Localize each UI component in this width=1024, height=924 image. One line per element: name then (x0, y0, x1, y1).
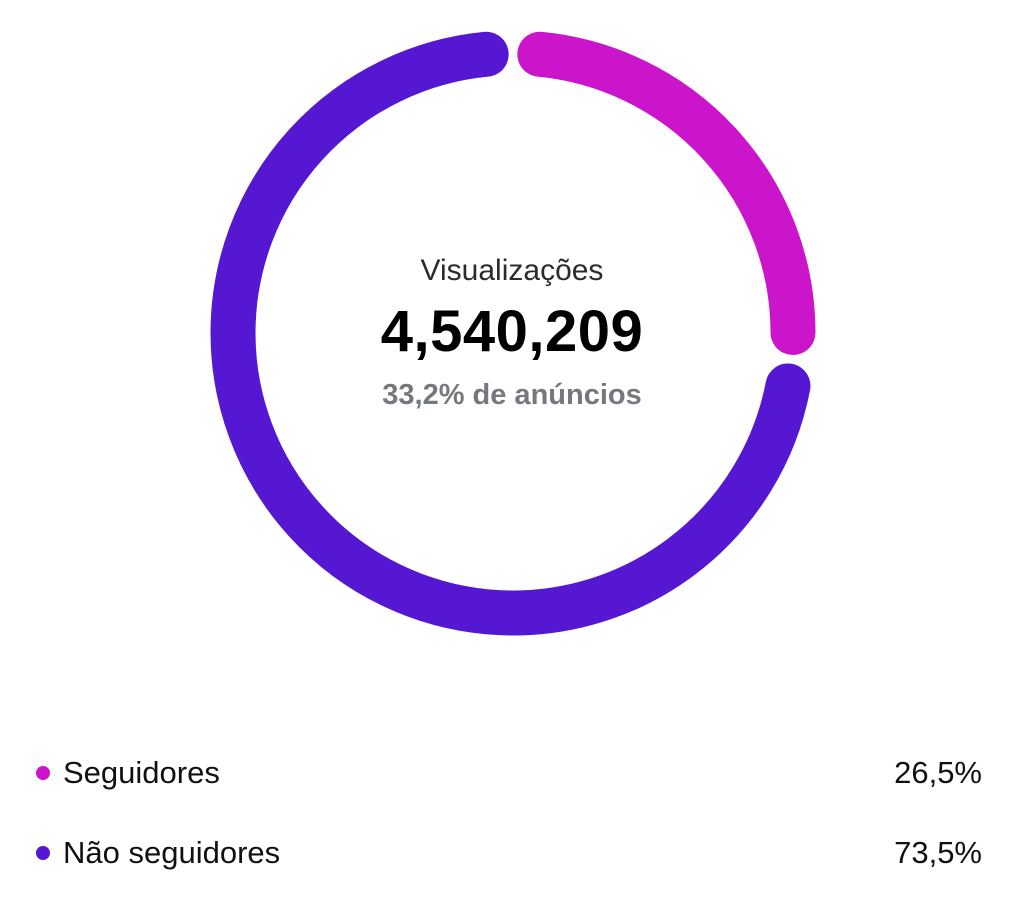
donut-segment-nao-seguidores (210, 31, 811, 636)
legend-item-left: Não seguidores (36, 835, 280, 871)
legend-label-seguidores: Seguidores (63, 755, 220, 790)
legend-item-seguidores: Seguidores 26,5% (36, 733, 982, 813)
donut-segment-seguidores (517, 31, 816, 356)
donut-svg (210, 31, 816, 636)
legend-label-nao-seguidores: Não seguidores (63, 835, 281, 870)
legend-value-nao-seguidores: 73,5% (894, 835, 982, 870)
legend-value-seguidores: 26,5% (894, 755, 982, 790)
chart-metric-subtitle: 33,2% de anúncios (382, 379, 642, 411)
legend-dot-nao-seguidores (36, 846, 50, 860)
chart-legend: Seguidores 26,5% Não seguidores 73,5% (0, 733, 1024, 893)
legend-item-nao-seguidores: Não seguidores 73,5% (36, 813, 982, 893)
donut-chart: Visualizações 4,540,209 33,2% de anúncio… (0, 31, 1024, 636)
chart-metric-label: Visualizações (420, 254, 604, 287)
chart-center-text: Visualizações 4,540,209 33,2% de anúncio… (0, 253, 1024, 413)
chart-metric-value: 4,540,209 (380, 299, 644, 364)
legend-item-left: Seguidores (36, 755, 220, 791)
legend-dot-seguidores (36, 766, 50, 780)
